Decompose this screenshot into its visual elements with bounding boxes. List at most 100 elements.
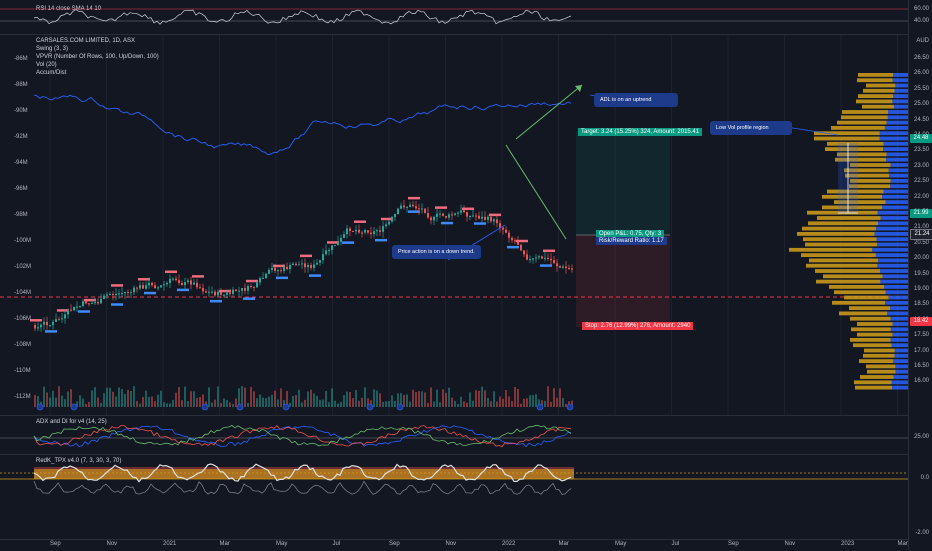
- candle: [265, 273, 267, 278]
- rsi-pane[interactable]: RSI 14 close SMA 14 10: [0, 0, 908, 34]
- swing-high: [138, 278, 150, 281]
- volume-bar: [208, 387, 210, 407]
- swing-high: [327, 241, 339, 244]
- volume-bar: [154, 401, 156, 407]
- volume-bar: [511, 400, 513, 407]
- swing-high: [300, 254, 312, 258]
- candle: [187, 280, 189, 283]
- adl-tick: -92M: [14, 134, 28, 140]
- candle: [532, 258, 534, 260]
- candle: [196, 282, 198, 288]
- candle: [259, 278, 261, 283]
- volume-bar: [64, 399, 66, 407]
- volume-bar: [328, 402, 330, 407]
- volume-bar: [499, 396, 501, 407]
- volume-bar: [439, 402, 441, 407]
- stop-zone: [576, 235, 670, 327]
- adx-pane[interactable]: ADX and DI for v4 (14, 25): [0, 416, 908, 454]
- price-downtrend-note[interactable]: Price action is on a down trend.: [392, 245, 481, 259]
- pane-divider[interactable]: [0, 415, 908, 416]
- swing-high: [462, 207, 474, 211]
- volume-bar: [121, 389, 123, 407]
- candle: [178, 280, 180, 284]
- candle: [166, 282, 168, 285]
- time-tick: 2022: [502, 541, 516, 547]
- volume-bar: [37, 396, 39, 407]
- candle: [487, 216, 489, 220]
- price-tick: 26.00: [913, 70, 929, 77]
- price-axis[interactable]: 60.00 40.00 AUD 26.50 26.00 25.50 25.00 24.5…: [908, 0, 932, 550]
- candle: [97, 302, 99, 304]
- candle: [88, 303, 90, 305]
- volume-bar: [445, 392, 447, 407]
- volume-bar: [163, 402, 165, 407]
- candle: [358, 229, 360, 233]
- volume-bar: [397, 393, 399, 407]
- candle: [145, 285, 147, 289]
- event-marker: [36, 403, 44, 411]
- volume-bar: [373, 389, 375, 407]
- pane-divider[interactable]: [0, 454, 908, 455]
- volume-bar: [385, 401, 387, 407]
- candle: [538, 256, 540, 258]
- volume-bar: [418, 391, 420, 407]
- volume-bar: [340, 401, 342, 407]
- volume-bar: [193, 391, 195, 407]
- candle: [151, 282, 153, 286]
- candle: [415, 206, 417, 209]
- candle: [400, 205, 402, 209]
- tpx-pane[interactable]: RedK_TPX v4.0 (7, 3, 30, 3, 70): [0, 455, 908, 539]
- candle: [133, 287, 135, 293]
- candle: [184, 282, 186, 286]
- adl-uptrend-note[interactable]: ADL is on an uptrend: [594, 93, 678, 107]
- entry-label-1: Open P&L: 0.75, Qty: 3: [596, 230, 665, 238]
- candle: [403, 205, 405, 208]
- time-tick: Jul: [671, 541, 680, 547]
- target-label: Target: 3.24 (15.25%) 324, Amount: 2015.…: [578, 128, 703, 136]
- volume-bar: [475, 390, 477, 407]
- event-marker: [70, 403, 78, 411]
- time-axis[interactable]: Sep Nov 2021 Mar May Jul Sep Nov 2022 Mar May Jul Se…: [0, 539, 908, 551]
- symbol-label: CARSALES.COM LIMITED, 1D, ASX: [36, 38, 136, 44]
- candle: [385, 224, 387, 227]
- tpx-zero: 0.0: [920, 475, 929, 481]
- price-chart: [0, 35, 908, 415]
- swing-high: [219, 289, 231, 293]
- candle: [283, 266, 285, 271]
- candle: [433, 216, 435, 221]
- volume-bar: [211, 402, 213, 407]
- swing-high: [543, 249, 555, 253]
- volume-bar: [523, 398, 525, 407]
- adx-line: [33, 425, 572, 448]
- candle: [445, 215, 447, 218]
- adl-tick: -106M: [14, 316, 32, 322]
- swing-low: [276, 276, 288, 280]
- volume-bar: [124, 394, 126, 407]
- volume-bar: [301, 402, 303, 407]
- candle: [208, 291, 210, 293]
- candle: [478, 215, 480, 219]
- adx-line: [33, 424, 572, 447]
- candle: [502, 227, 504, 230]
- low-vol-note[interactable]: Low Vol profile region: [710, 121, 792, 135]
- main-pane[interactable]: CARSALES.COM LIMITED, 1D, ASX Swing (3, …: [0, 35, 908, 415]
- tpx-yellow-band: [34, 469, 574, 479]
- swing-low: [177, 288, 189, 292]
- candle: [457, 212, 459, 214]
- candle: [361, 232, 363, 234]
- volume-bar: [280, 388, 282, 407]
- volume-bar: [529, 395, 531, 407]
- volume-bar: [487, 397, 489, 407]
- candle: [70, 309, 72, 311]
- volume-bar: [442, 389, 444, 407]
- candle: [100, 299, 102, 304]
- volume-bar: [106, 387, 108, 407]
- price-tick: 17.00: [913, 347, 929, 354]
- pane-divider[interactable]: [0, 34, 908, 35]
- candle: [103, 295, 105, 300]
- candle: [277, 270, 279, 272]
- candle: [526, 254, 528, 260]
- volume-bar: [352, 398, 354, 407]
- candle: [169, 278, 171, 283]
- adl-tick: -90M: [14, 108, 28, 114]
